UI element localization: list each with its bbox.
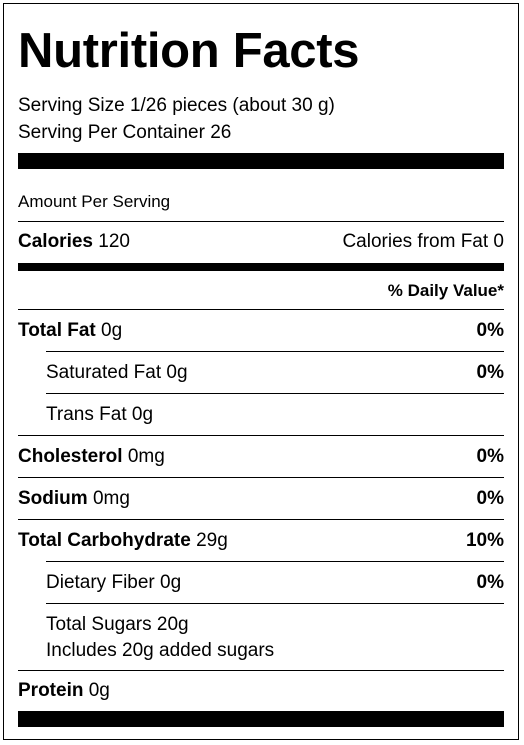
trans-fat-row: Trans Fat 0g bbox=[46, 404, 154, 425]
divider bbox=[46, 393, 504, 394]
nutrient-label: Protein bbox=[18, 680, 84, 701]
total-fat-row: Total Fat 0g bbox=[18, 319, 122, 343]
thick-divider bbox=[18, 153, 504, 169]
amount-per-serving: Amount Per Serving bbox=[18, 192, 171, 211]
nutrient-amount: 0mg bbox=[92, 488, 130, 509]
nutrient-label: Total Fat bbox=[18, 320, 96, 341]
nutrient-amount: 29g bbox=[196, 530, 228, 551]
calories-label: Calories bbox=[18, 231, 93, 252]
nutrient-amount: 0mg bbox=[127, 446, 165, 467]
divider bbox=[46, 561, 504, 562]
sodium-row: Sodium 0mg bbox=[18, 487, 130, 511]
divider bbox=[18, 477, 504, 478]
nutrient-label: Total Carbohydrate bbox=[18, 530, 191, 551]
added-sugars-row: Includes 20g added sugars bbox=[46, 640, 275, 661]
total-sugars-row: Total Sugars 20g bbox=[46, 614, 189, 635]
divider bbox=[18, 519, 504, 520]
medium-divider bbox=[18, 263, 504, 271]
nutrient-amount: 0g bbox=[101, 320, 123, 341]
nutrition-facts-label: Nutrition Facts Serving Size 1/26 pieces… bbox=[3, 3, 519, 740]
dietary-fiber-dv: 0% bbox=[476, 572, 504, 593]
saturated-fat-row: Saturated Fat 0g bbox=[46, 362, 188, 383]
cholesterol-row: Cholesterol 0mg bbox=[18, 445, 165, 469]
nutrient-amount: 0g bbox=[88, 680, 110, 701]
nutrient-label: Sodium bbox=[18, 488, 88, 509]
calories-from-fat: Calories from Fat 0 bbox=[342, 231, 504, 252]
sodium-dv: 0% bbox=[476, 488, 504, 509]
calories-row: Calories 120 bbox=[18, 230, 130, 254]
divider bbox=[46, 351, 504, 352]
total-carbohydrate-dv: 10% bbox=[465, 530, 504, 551]
protein-row: Protein 0g bbox=[18, 679, 110, 703]
total-carbohydrate-row: Total Carbohydrate 29g bbox=[18, 529, 228, 553]
servings-per-container: Serving Per Container 26 bbox=[18, 122, 232, 143]
serving-size: Serving Size 1/26 pieces (about 30 g) bbox=[18, 95, 335, 116]
calories-value: 120 bbox=[98, 231, 130, 252]
saturated-fat-dv: 0% bbox=[476, 362, 504, 383]
dietary-fiber-row: Dietary Fiber 0g bbox=[46, 572, 182, 593]
divider bbox=[18, 435, 504, 436]
divider bbox=[46, 603, 504, 604]
daily-value-header: % Daily Value* bbox=[387, 281, 504, 300]
label-title: Nutrition Facts bbox=[18, 24, 360, 78]
nutrient-label: Cholesterol bbox=[18, 446, 123, 467]
thick-divider bbox=[18, 711, 504, 727]
divider bbox=[18, 670, 504, 671]
divider bbox=[18, 221, 504, 222]
total-fat-dv: 0% bbox=[476, 320, 504, 341]
cholesterol-dv: 0% bbox=[476, 446, 504, 467]
divider bbox=[18, 309, 504, 310]
